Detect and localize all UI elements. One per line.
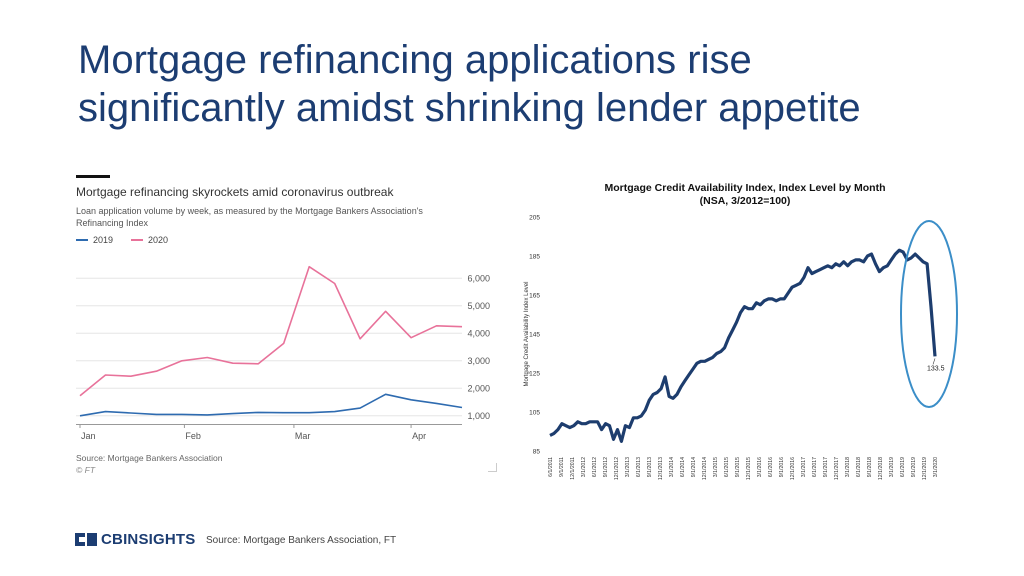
x-tick-label: 12/1/2012 bbox=[614, 457, 620, 480]
legend-swatch-2019 bbox=[76, 239, 88, 241]
x-tick-label: 3/1/2019 bbox=[889, 457, 895, 477]
x-tick-label: 9/1/2016 bbox=[779, 457, 785, 477]
x-tick-label: 12/1/2011 bbox=[570, 457, 576, 480]
x-tick-label: 3/1/2017 bbox=[801, 457, 807, 477]
y-tick-label: 185 bbox=[529, 254, 540, 261]
x-tick-label: 6/1/2013 bbox=[636, 457, 642, 477]
y-tick-label: 2,000 bbox=[467, 383, 490, 393]
x-tick-label: 6/1/2016 bbox=[768, 457, 774, 477]
refinancing-chart-title: Mortgage refinancing skyrockets amid cor… bbox=[76, 185, 394, 199]
legend-swatch-2020 bbox=[131, 239, 144, 241]
refinancing-chart-panel: Mortgage refinancing skyrockets amid cor… bbox=[76, 175, 497, 475]
y-tick-label: 85 bbox=[533, 449, 541, 456]
refinancing-chart-source: Source: Mortgage Bankers Association bbox=[76, 453, 223, 463]
x-tick-label: 3/1/2013 bbox=[625, 457, 631, 477]
annotation-leader bbox=[932, 358, 936, 365]
x-tick-label: 12/1/2018 bbox=[878, 457, 884, 480]
x-tick-label: 9/1/2014 bbox=[691, 457, 697, 477]
x-tick-label: 12/1/2013 bbox=[658, 457, 664, 480]
cb-insights-logo: CBINSIGHTS bbox=[75, 531, 196, 548]
credit-availability-panel: Mortgage Credit Availability Index, Inde… bbox=[520, 180, 980, 490]
title-line-1: Mortgage refinancing applications rise bbox=[78, 38, 752, 82]
highlight-ellipse bbox=[900, 220, 958, 408]
credit-availability-chart: Mortgage Credit Availability Index, Inde… bbox=[524, 182, 958, 480]
annotation-label: 133.5 bbox=[927, 365, 945, 372]
x-tick-label: 9/1/2019 bbox=[911, 457, 917, 477]
cb-insights-logo-text: CBINSIGHTS bbox=[101, 531, 196, 548]
x-tick-label: 9/1/2018 bbox=[867, 457, 873, 477]
x-tick-label: Feb bbox=[185, 431, 201, 441]
y-tick-label: 5,000 bbox=[467, 301, 490, 311]
x-tick-label: 3/1/2020 bbox=[933, 457, 939, 477]
x-tick-label: 3/1/2012 bbox=[581, 457, 587, 477]
slide-title: Mortgage refinancing applications rise s… bbox=[78, 36, 978, 132]
legend-label-2020: 2020 bbox=[148, 235, 169, 245]
legend-item-2020: 2020 bbox=[131, 235, 168, 245]
series-line-2019 bbox=[79, 393, 463, 417]
y-tick-label: 205 bbox=[529, 215, 540, 222]
x-tick-label: 3/1/2014 bbox=[669, 457, 675, 477]
x-tick-label: Apr bbox=[412, 431, 426, 441]
x-tick-label: 3/1/2015 bbox=[713, 457, 719, 477]
y-tick-label: 165 bbox=[529, 293, 540, 300]
x-tick-label: 12/1/2019 bbox=[922, 457, 928, 480]
x-tick-label: 9/1/2013 bbox=[647, 457, 653, 477]
x-tick-label: 3/1/2016 bbox=[757, 457, 763, 477]
y-tick-label: 1,000 bbox=[467, 411, 490, 421]
x-tick-label: 9/1/2012 bbox=[603, 457, 609, 477]
refinancing-legend: 2019 2020 bbox=[76, 235, 168, 245]
y-tick-label: 4,000 bbox=[467, 328, 490, 338]
refinancing-chart-subtitle: Loan application volume by week, as meas… bbox=[76, 206, 423, 228]
series-line-2020 bbox=[79, 265, 463, 397]
x-tick-label: 12/1/2014 bbox=[702, 457, 708, 480]
x-tick-label: 6/1/2011 bbox=[548, 457, 554, 477]
x-tick-label: Jan bbox=[81, 431, 96, 441]
mcai-title: Mortgage Credit Availability Index, Inde… bbox=[604, 182, 885, 194]
x-tick-label: 3/1/2018 bbox=[845, 457, 851, 477]
y-axis-title: Mortgage Credit Availability Index Level bbox=[524, 282, 530, 387]
x-tick-label: 6/1/2014 bbox=[680, 457, 686, 477]
x-tick-label: 6/1/2017 bbox=[812, 457, 818, 477]
panel-corner-mark bbox=[488, 463, 497, 472]
x-tick-label: 12/1/2016 bbox=[790, 457, 796, 480]
cb-insights-logo-icon bbox=[75, 533, 97, 546]
y-tick-label: 6,000 bbox=[467, 273, 490, 283]
x-tick-label: 9/1/2017 bbox=[823, 457, 829, 477]
legend-label-2019: 2019 bbox=[93, 235, 114, 245]
y-tick-label: 125 bbox=[529, 371, 540, 378]
x-tick-label: Mar bbox=[295, 431, 311, 441]
y-tick-label: 105 bbox=[529, 410, 540, 417]
x-tick-label: 12/1/2017 bbox=[834, 457, 840, 480]
x-tick-label: 6/1/2018 bbox=[856, 457, 862, 477]
mcai-series-line bbox=[549, 248, 937, 443]
ft-accent-bar bbox=[76, 175, 110, 178]
legend-item-2019: 2019 bbox=[76, 235, 113, 245]
refinancing-chart-credit: © FT bbox=[76, 465, 96, 475]
refinancing-chart-plot: 1,000 2,000 3,000 4,000 5,000 6,000 Jan Feb Mar A… bbox=[76, 265, 490, 441]
x-tick-label: 9/1/2015 bbox=[735, 457, 741, 477]
x-tick-label: 12/1/2015 bbox=[746, 457, 752, 480]
slide-source: Source: Mortgage Bankers Association, FT bbox=[206, 535, 397, 546]
title-line-2: significantly amidst shrinking lender ap… bbox=[78, 86, 861, 130]
mcai-subtitle: (NSA, 3/2012=100) bbox=[700, 195, 791, 207]
x-tick-label: 6/1/2015 bbox=[724, 457, 730, 477]
x-tick-label: 6/1/2019 bbox=[900, 457, 906, 477]
x-tick-label: 9/1/2011 bbox=[559, 457, 565, 477]
x-tick-label: 6/1/2012 bbox=[592, 457, 598, 477]
y-tick-label: 145 bbox=[529, 332, 540, 339]
y-tick-label: 3,000 bbox=[467, 356, 490, 366]
